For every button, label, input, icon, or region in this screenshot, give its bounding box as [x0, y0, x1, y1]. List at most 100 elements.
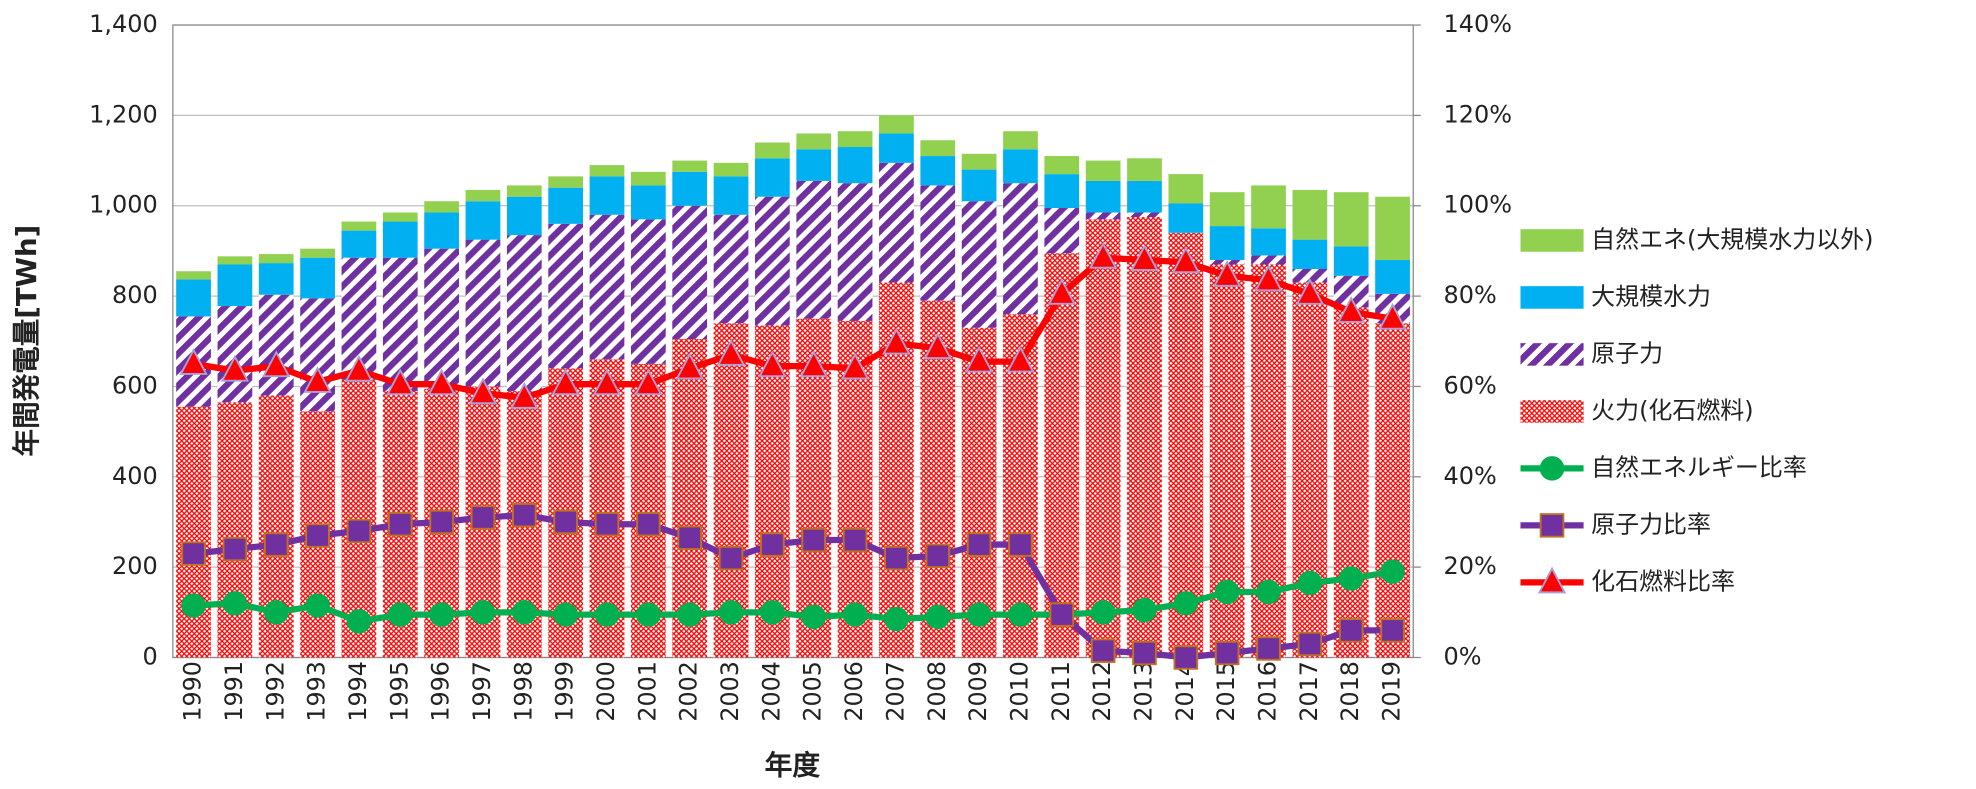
x-tick-label: 1996	[427, 661, 455, 722]
x-tick-label: 1997	[468, 661, 496, 722]
line-marker	[262, 350, 291, 378]
line-marker	[966, 532, 992, 557]
line-marker	[1297, 570, 1323, 596]
line-marker	[1171, 246, 1201, 274]
bar-segment	[1127, 180, 1162, 213]
line-marker	[1380, 559, 1405, 584]
x-tick-label: 1998	[509, 661, 537, 722]
bar-segment	[1085, 212, 1121, 220]
bar-segment	[1168, 203, 1204, 233]
line-marker	[220, 354, 250, 382]
line-marker	[1214, 579, 1240, 605]
bar-segment	[176, 279, 211, 317]
bar-segment	[300, 298, 335, 412]
y2-tick-label: 80%	[1444, 281, 1497, 309]
bar-segment	[1127, 217, 1162, 658]
line-marker	[387, 602, 413, 627]
line-marker	[303, 366, 332, 393]
line-marker	[553, 509, 578, 535]
bar-segment	[755, 142, 790, 159]
bar-segment	[424, 201, 459, 213]
legend-swatch	[1520, 286, 1584, 309]
bar-segment	[796, 133, 832, 150]
line-marker	[553, 602, 578, 627]
y-tick-label: 1,000	[89, 191, 158, 219]
line-marker	[1212, 259, 1242, 287]
y-tick-label: 1,200	[89, 100, 158, 128]
line-marker	[964, 345, 994, 373]
bar-segment	[1168, 232, 1204, 658]
bar-segment	[920, 300, 956, 658]
y-tick-label: 200	[112, 552, 158, 580]
bar-segment	[879, 162, 914, 283]
x-tick-label: 1999	[551, 661, 579, 722]
y-axis-title: 年間発電量[TWh]	[10, 225, 43, 457]
line-marker	[1008, 532, 1033, 557]
x-tick-label: 2002	[675, 661, 703, 722]
line-marker	[512, 600, 537, 625]
bar-segment	[548, 187, 584, 224]
bar-segment	[837, 183, 873, 321]
bar-segment	[630, 219, 666, 364]
x-tick-label: 1995	[385, 661, 413, 722]
bar-segment	[176, 406, 211, 658]
line-marker	[263, 532, 289, 557]
line-marker	[1380, 618, 1405, 643]
line-marker	[842, 527, 868, 553]
bar-segment	[1333, 307, 1369, 658]
bar-segment	[1209, 226, 1245, 260]
line-marker	[346, 609, 372, 634]
line-marker	[1338, 618, 1364, 643]
bar-segment	[300, 257, 335, 299]
bar-segment	[713, 214, 749, 324]
legend-swatch	[1520, 343, 1584, 366]
line-marker	[1049, 602, 1075, 627]
bar-segment	[382, 221, 418, 258]
line-marker	[1173, 645, 1199, 670]
bar-segment	[217, 264, 253, 307]
y-tick-label: 0	[142, 643, 157, 671]
line-marker	[181, 541, 206, 566]
y2-tick-label: 100%	[1444, 191, 1513, 219]
bar-segment	[920, 156, 956, 186]
legend-label: 自然エネ(大規模水力以外)	[1591, 226, 1873, 254]
bar-segment	[341, 221, 377, 231]
bar-segment	[713, 176, 749, 215]
bar-segment	[506, 196, 542, 236]
bar-segment	[1375, 196, 1410, 260]
x-tick-label: 2013	[1129, 661, 1157, 722]
x-tick-label: 1991	[220, 661, 248, 722]
bar-segment	[424, 212, 459, 249]
line-marker	[429, 509, 454, 535]
line-marker	[551, 368, 580, 396]
line-marker	[1132, 597, 1157, 623]
bar-segment	[1085, 160, 1121, 181]
bar-segment	[1003, 131, 1038, 150]
bar-segment	[961, 153, 997, 170]
x-tick-label: 2006	[840, 661, 868, 722]
line-marker	[429, 602, 454, 627]
bar-segment	[961, 201, 997, 328]
line-marker	[386, 368, 415, 396]
bar-segment	[1292, 268, 1328, 283]
bar-segment	[465, 189, 501, 202]
x-tick-label: 2004	[757, 661, 785, 722]
y-tick-label: 600	[112, 372, 158, 400]
line-marker	[884, 545, 909, 571]
y2-tick-label: 40%	[1444, 462, 1497, 490]
line-marker	[1090, 638, 1116, 663]
line-marker	[222, 536, 248, 562]
bar-segment	[1292, 189, 1328, 240]
bar-segment	[837, 131, 873, 148]
x-tick-label: 2010	[1005, 661, 1033, 722]
bar-segment	[1044, 174, 1080, 209]
line-marker	[179, 348, 208, 375]
x-tick-label: 2018	[1336, 661, 1364, 722]
x-tick-label: 2008	[923, 661, 951, 722]
bar-segment	[920, 185, 956, 301]
bar-segment	[548, 176, 584, 188]
bar-segment	[796, 180, 832, 319]
line-marker	[799, 350, 828, 378]
line-marker	[346, 518, 372, 544]
